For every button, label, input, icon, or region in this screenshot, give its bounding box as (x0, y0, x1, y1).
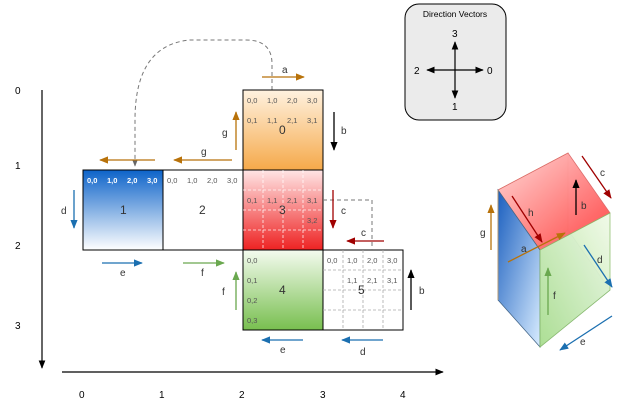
face-3-grid (243, 170, 323, 250)
direction-vectors-title: Direction Vectors (423, 9, 487, 19)
axes: 0 1 2 3 0 1 2 3 4 (15, 86, 444, 401)
face-2-label: 2 (199, 203, 206, 217)
face-0-coord: 0,0 (247, 96, 257, 105)
direction-vector-up-label: 3 (452, 29, 458, 40)
edge-label-g: g (222, 128, 228, 139)
cube-label-b: b (581, 201, 587, 212)
face-3-coord: 0,1 (247, 196, 257, 205)
dashed-fold-path (323, 199, 373, 250)
face-5-grid (323, 250, 403, 330)
face-5-coord: 3,1 (387, 276, 397, 285)
face-5-label: 5 (358, 283, 365, 297)
face-0-coord: 2,1 (287, 116, 297, 125)
face-1-tile (82, 169, 164, 251)
face-2: 0,0 1,0 2,0 3,0 2 (162, 169, 244, 251)
face-0-coord: 2,0 (287, 96, 297, 105)
edge-label-b: b (341, 126, 347, 137)
x-axis-label-3: 3 (320, 390, 326, 401)
face-4-coord: 0,1 (247, 276, 257, 285)
net-edge-arrows: a g b g d c c e f f b e (61, 65, 425, 358)
face-2-coord: 3,0 (227, 176, 237, 185)
face-5-coord: 2,0 (367, 256, 377, 265)
cube-label-a: a (521, 244, 527, 255)
face-0-coord: 0,1 (247, 116, 257, 125)
face-4: 0,0 0,1 0,2 0,3 4 (242, 249, 324, 331)
face-0-coord: 1,1 (267, 116, 277, 125)
y-axis-label-0: 0 (15, 86, 21, 97)
edge-label-e: e (120, 268, 126, 279)
face-5-coord: 1,0 (347, 256, 357, 265)
y-axis-label-1: 1 (15, 161, 21, 172)
x-axis-label-4: 4 (400, 390, 406, 401)
face-1-label: 1 (120, 203, 127, 217)
edge-label-c: c (341, 206, 346, 217)
face-4-label: 4 (279, 283, 286, 297)
edge-label-f: f (201, 268, 204, 279)
face-1-coord: 3,0 (147, 176, 157, 185)
edge-label-g: g (201, 147, 207, 158)
y-axis-label-2: 2 (15, 241, 21, 252)
face-4-coord: 0,2 (247, 296, 257, 305)
face-0-coord: 1,0 (267, 96, 277, 105)
edge-label-f: f (222, 287, 225, 298)
cube-label-d: d (597, 255, 603, 266)
face-1-coord: 2,0 (127, 176, 137, 185)
cube-label-h: h (528, 208, 534, 219)
cube-arrow-e (559, 315, 613, 351)
direction-vectors-panel: Direction Vectors 3 2 0 1 (404, 3, 507, 121)
face-4-coord: 0,3 (247, 316, 257, 325)
face-0-coord: 3,1 (307, 116, 317, 125)
face-3-coord: 2,1 (287, 196, 297, 205)
direction-vector-left-label: 2 (414, 66, 420, 77)
cube-label-c: c (600, 168, 605, 179)
face-3-label: 3 (279, 203, 286, 217)
x-axis-label-0: 0 (79, 390, 85, 401)
direction-vector-down-label: 1 (452, 102, 458, 113)
y-axis-label-3: 3 (15, 321, 21, 332)
cube-arrow-h (511, 195, 543, 243)
face-4-coord: 0,0 (247, 256, 257, 265)
face-0-tile (242, 89, 324, 171)
edge-label-b: b (419, 286, 425, 297)
face-5-coord: 0,0 (327, 256, 337, 265)
face-5-coord: 2,1 (367, 276, 377, 285)
face-2-coord: 0,0 (167, 176, 177, 185)
edge-label-d: d (61, 206, 67, 217)
face-1-coord: 0,0 (87, 176, 97, 185)
cube-arrow-c (581, 155, 612, 199)
edge-label-c: c (361, 228, 366, 239)
edge-label-e: e (280, 345, 286, 356)
x-axis-label-1: 1 (159, 390, 165, 401)
face-5-coord: 1,1 (347, 276, 357, 285)
face-3: 0,1 1,1 2,1 3,1 3,2 3 (242, 169, 324, 251)
face-1: 0,0 1,0 2,0 3,0 1 (82, 169, 164, 251)
cube-arrow-a (507, 232, 566, 263)
cube-label-f: f (553, 291, 556, 302)
face-1-coord: 1,0 (107, 176, 117, 185)
face-0-label: 0 (279, 123, 286, 137)
cube-arrow-d (583, 244, 613, 288)
edge-label-a: a (282, 65, 288, 76)
face-3-coord: 3,1 (307, 196, 317, 205)
dashed-connector-path (132, 39, 273, 167)
edge-label-d: d (360, 347, 366, 358)
face-2-coord: 1,0 (187, 176, 197, 185)
face-5-coord: 3,0 (387, 256, 397, 265)
direction-vector-right-label: 0 (487, 66, 493, 77)
face-2-coord: 2,0 (207, 176, 217, 185)
face-0-coord: 3,0 (307, 96, 317, 105)
cube-face-right-green (539, 212, 611, 348)
face-3-coord: 1,1 (267, 196, 277, 205)
cube-label-g: g (480, 228, 486, 239)
face-3-coord: 3,2 (307, 216, 317, 225)
folded-cube: g h a b c d f e (480, 152, 613, 351)
cube-label-e: e (580, 337, 586, 348)
x-axis-label-2: 2 (239, 390, 245, 401)
face-0: 0,0 1,0 2,0 3,0 0,1 1,1 2,1 3,1 0 (242, 89, 324, 171)
face-5: 0,0 1,0 2,0 3,0 1,1 2,1 3,1 5 (322, 249, 404, 331)
